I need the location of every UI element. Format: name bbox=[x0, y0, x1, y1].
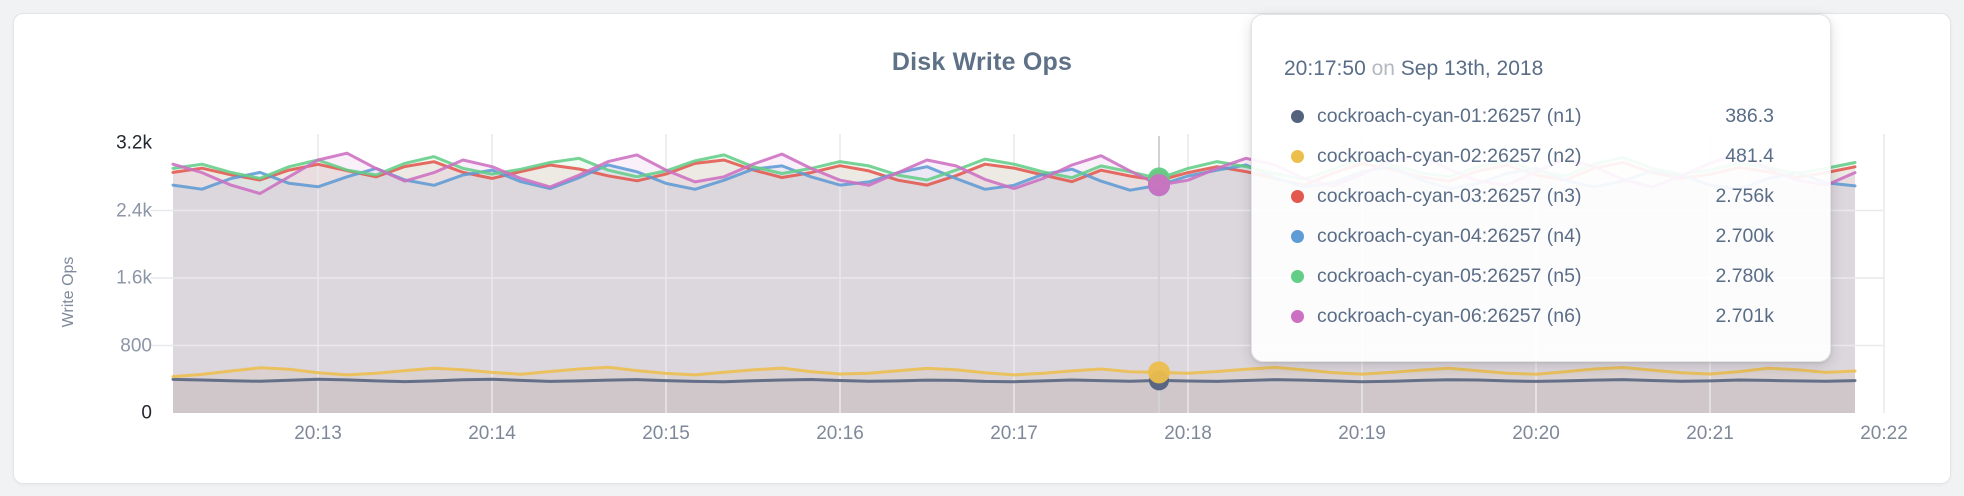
tooltip-series-name: cockroach-cyan-01:26257 (n1) bbox=[1317, 104, 1582, 127]
tooltip-header: 20:17:50 on Sep 13th, 2018 bbox=[1284, 55, 1774, 83]
series-color-dot bbox=[1291, 109, 1304, 123]
hover-tooltip: 20:17:50 on Sep 13th, 2018 cockroach-cya… bbox=[1251, 14, 1831, 362]
x-tick-label: 20:18 bbox=[1164, 423, 1212, 444]
x-tick-label: 20:19 bbox=[1338, 423, 1386, 444]
hover-dot-n6 bbox=[1148, 174, 1170, 197]
x-tick-label: 20:21 bbox=[1686, 423, 1734, 444]
hover-dot-n2 bbox=[1148, 361, 1170, 384]
tooltip-series-row: cockroach-cyan-02:26257 (n2) 481.4 bbox=[1284, 136, 1774, 176]
series-color-dot bbox=[1291, 269, 1304, 283]
x-tick-label: 20:14 bbox=[468, 423, 516, 444]
x-tick-label: 20:15 bbox=[642, 423, 690, 444]
tooltip-date: Sep 13th, 2018 bbox=[1400, 57, 1544, 80]
tooltip-series-value: 2.701k bbox=[1715, 304, 1774, 327]
tooltip-series-row: cockroach-cyan-05:26257 (n5) 2.780k bbox=[1284, 256, 1774, 296]
tooltip-series-row: cockroach-cyan-01:26257 (n1) 386.3 bbox=[1284, 96, 1774, 136]
tooltip-series-value: 386.3 bbox=[1725, 104, 1774, 127]
tooltip-series-list: cockroach-cyan-01:26257 (n1) 386.3 cockroa… bbox=[1284, 96, 1774, 336]
chart-title: Disk Write Ops bbox=[891, 48, 1073, 76]
tooltip-series-value: 2.780k bbox=[1715, 264, 1774, 287]
y-tick-label: 2.4k bbox=[116, 200, 152, 221]
y-tick-label: 1.6k bbox=[116, 267, 152, 289]
tooltip-series-value: 481.4 bbox=[1725, 144, 1774, 167]
tooltip-time: 20:17:50 bbox=[1284, 57, 1366, 80]
series-color-dot bbox=[1291, 229, 1304, 243]
x-tick-label: 20:20 bbox=[1512, 423, 1560, 444]
series-color-dot bbox=[1291, 189, 1304, 203]
x-tick-label: 20:16 bbox=[816, 423, 864, 444]
tooltip-series-row: cockroach-cyan-06:26257 (n6) 2.701k bbox=[1284, 296, 1774, 336]
tooltip-series-name: cockroach-cyan-02:26257 (n2) bbox=[1317, 144, 1582, 167]
tooltip-series-value: 2.756k bbox=[1715, 184, 1774, 207]
tooltip-series-value: 2.700k bbox=[1715, 224, 1774, 247]
tooltip-series-name: cockroach-cyan-05:26257 (n5) bbox=[1317, 264, 1582, 287]
tooltip-series-name: cockroach-cyan-03:26257 (n3) bbox=[1317, 184, 1582, 207]
tooltip-series-row: cockroach-cyan-04:26257 (n4) 2.700k bbox=[1284, 216, 1774, 256]
tooltip-series-row: cockroach-cyan-03:26257 (n3) 2.756k bbox=[1284, 176, 1774, 216]
x-tick-label: 20:22 bbox=[1860, 423, 1908, 444]
y-tick-label: 3.2k bbox=[116, 132, 152, 154]
series-color-dot bbox=[1291, 149, 1304, 163]
x-tick-label: 20:17 bbox=[990, 423, 1038, 444]
tooltip-series-name: cockroach-cyan-06:26257 (n6) bbox=[1317, 304, 1582, 327]
series-color-dot bbox=[1291, 309, 1304, 323]
x-tick-label: 20:13 bbox=[294, 423, 342, 444]
tooltip-preposition: on bbox=[1371, 57, 1395, 80]
series-line-n2 bbox=[171, 365, 1857, 379]
y-tick-label: 800 bbox=[120, 335, 152, 356]
y-tick-label: 0 bbox=[141, 402, 152, 424]
tooltip-series-name: cockroach-cyan-04:26257 (n4) bbox=[1317, 224, 1582, 247]
series-line-n1 bbox=[171, 377, 1857, 384]
